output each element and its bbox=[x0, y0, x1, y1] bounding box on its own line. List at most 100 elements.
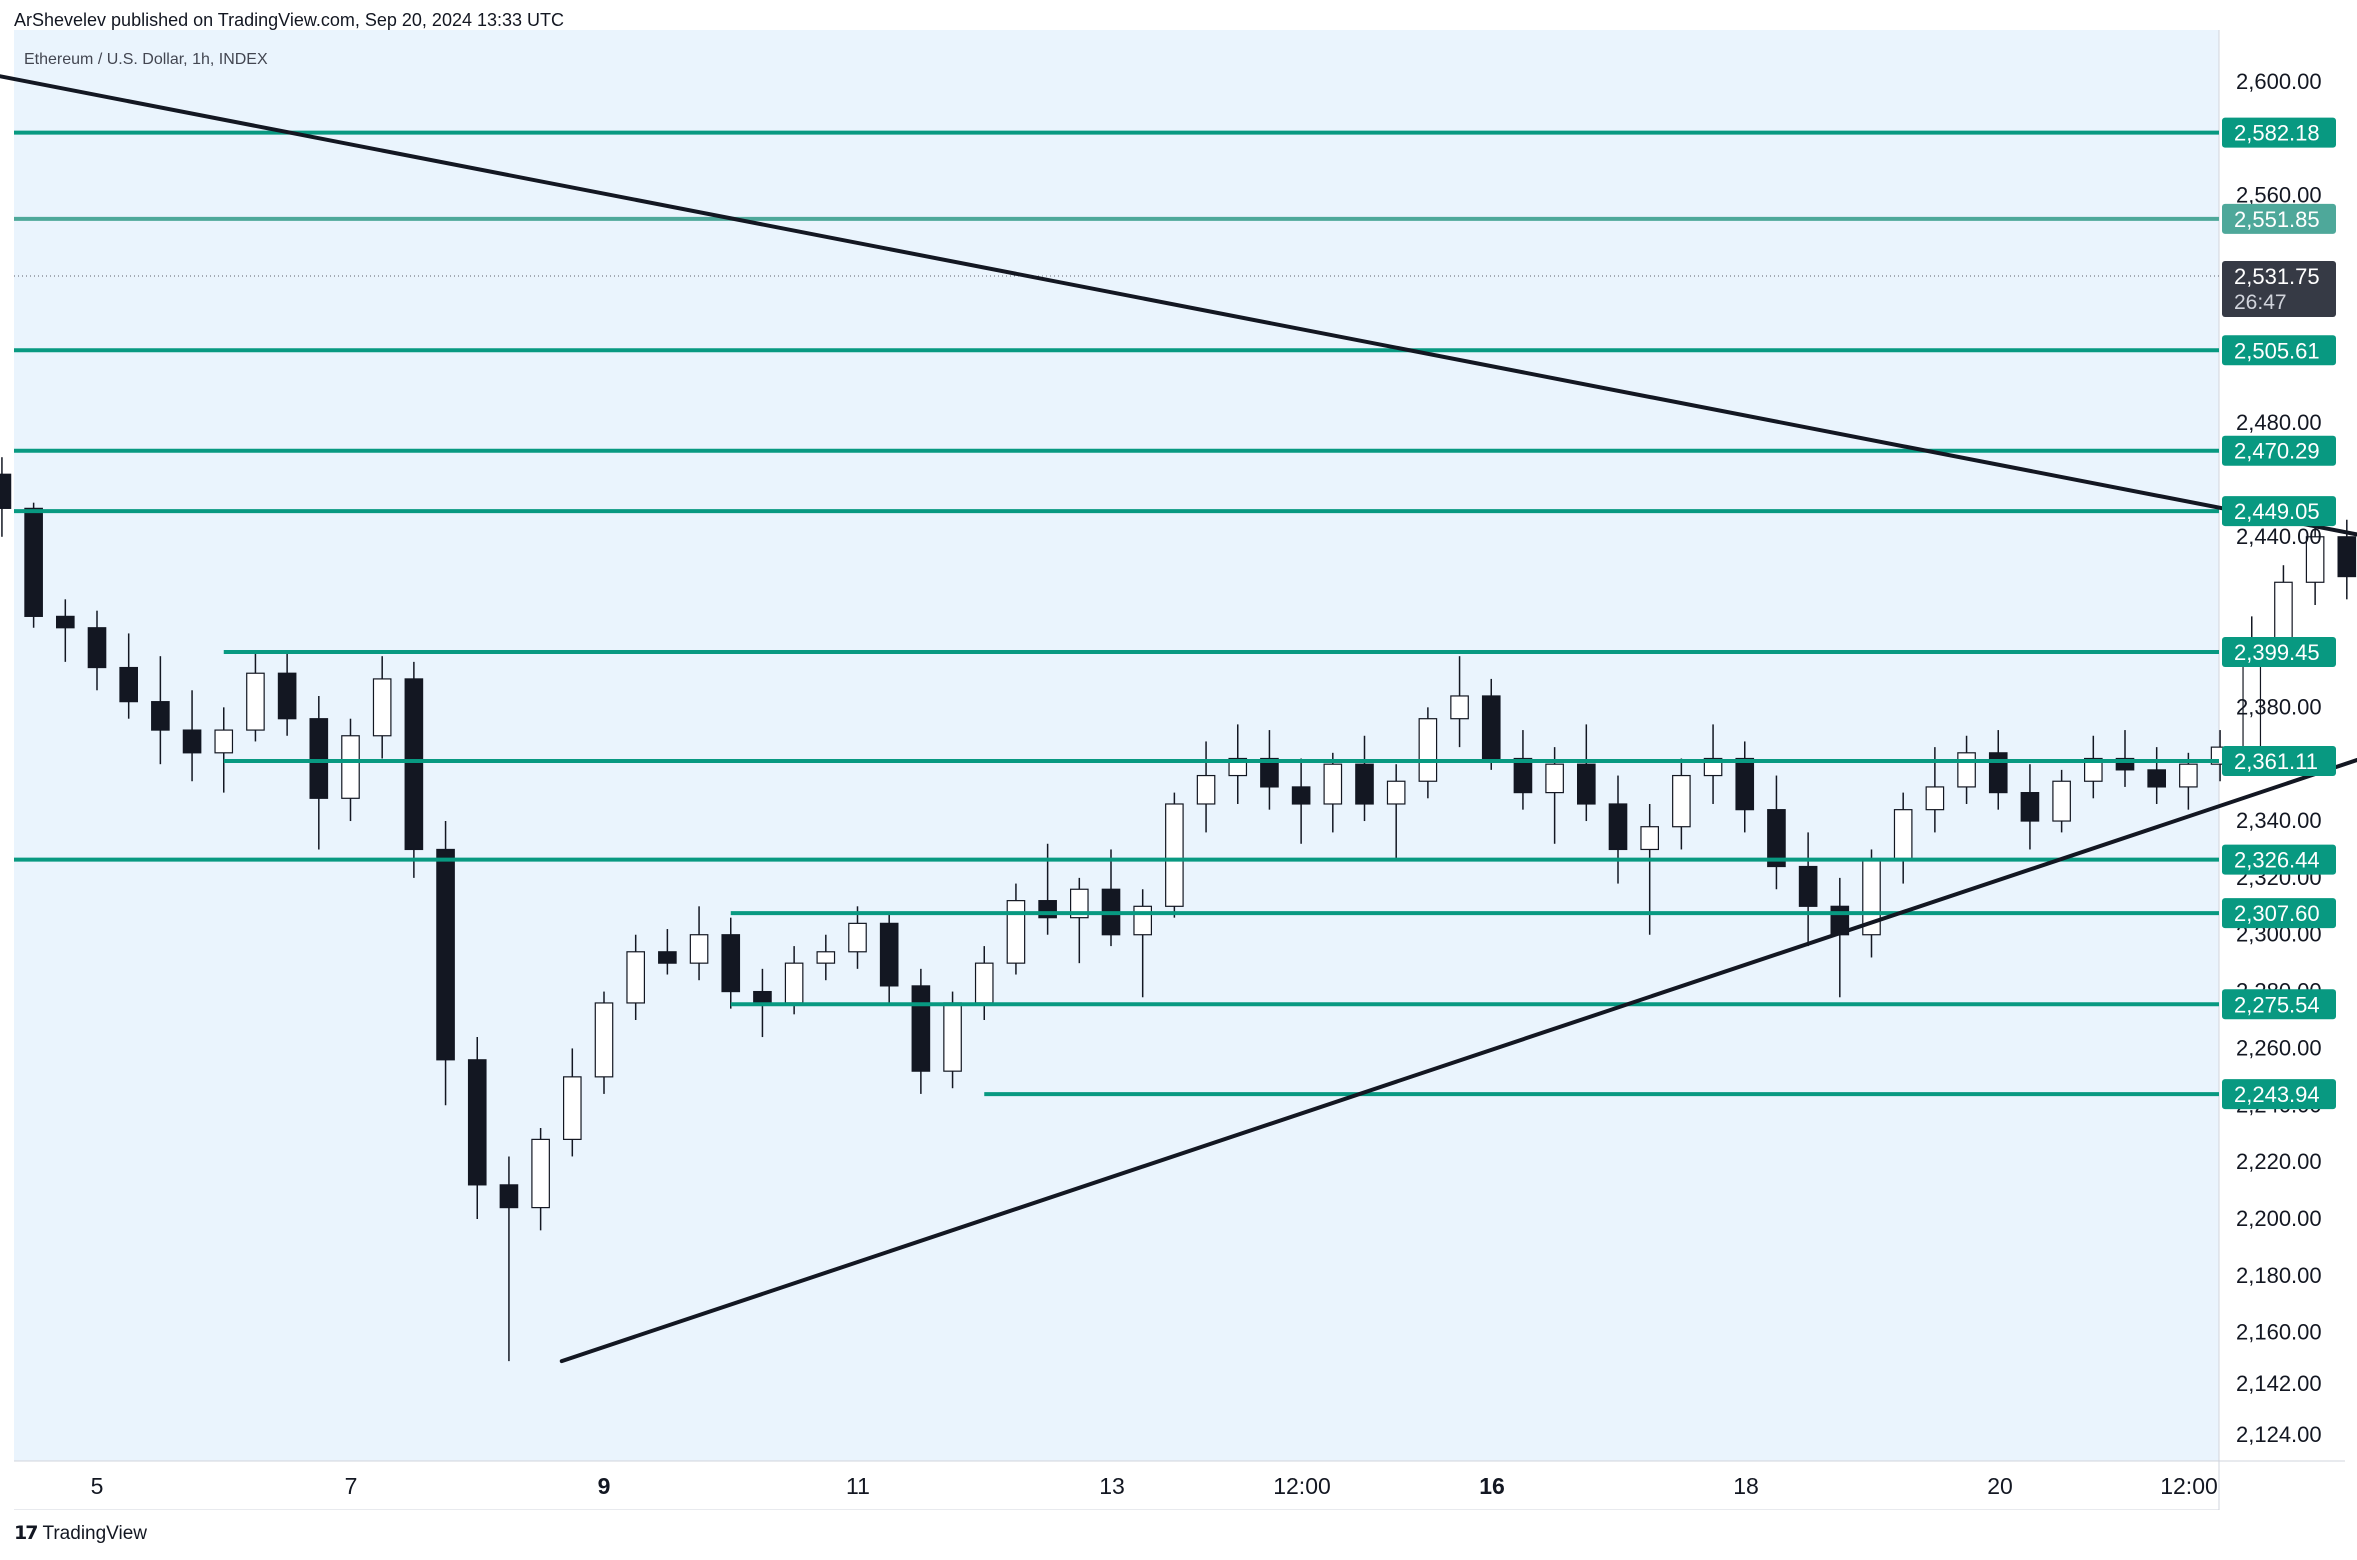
level-price-tag[interactable]: 2,243.94 bbox=[2222, 1079, 2336, 1110]
current-price-tag-bg bbox=[2222, 260, 2336, 317]
candle bbox=[1006, 883, 1026, 975]
level-tag-text: 2,361.11 bbox=[2234, 749, 2318, 774]
candle bbox=[119, 633, 139, 719]
candle-body bbox=[182, 729, 202, 754]
candle bbox=[626, 934, 646, 1021]
x-tick-label: 7 bbox=[345, 1473, 358, 1499]
trendline-descending-resistance[interactable] bbox=[0, 48, 2357, 810]
candle bbox=[277, 650, 297, 736]
level-price-tag[interactable]: 2,361.11 bbox=[2222, 746, 2336, 777]
tradingview-logo-icon: 𝟭𝟳 bbox=[14, 1523, 38, 1544]
candle bbox=[531, 1128, 550, 1231]
candle bbox=[1323, 752, 1343, 833]
level-tag-text: 2,551.85 bbox=[2234, 207, 2320, 232]
candle-body bbox=[246, 672, 265, 731]
level-price-tag[interactable]: 2,449.05 bbox=[2222, 496, 2336, 527]
level-tag-text: 2,449.05 bbox=[2234, 499, 2320, 524]
level-tag-text: 2,582.18 bbox=[2234, 121, 2320, 146]
candle-body bbox=[404, 678, 424, 851]
candle-body bbox=[55, 615, 75, 629]
candle bbox=[341, 718, 360, 822]
y-tick-label: 2,160.00 bbox=[2236, 1320, 2322, 1345]
price-chart[interactable]: Ethereum / U.S. Dollar, 1h, INDEX 2,600.… bbox=[0, 0, 2357, 1510]
level-tag-text: 2,399.45 bbox=[2234, 640, 2320, 665]
candle-body bbox=[753, 990, 772, 1004]
y-tick-label: 2,340.00 bbox=[2236, 808, 2322, 833]
x-tick-label: 18 bbox=[1733, 1473, 1759, 1499]
candle-body bbox=[531, 1138, 550, 1209]
level-price-tag[interactable]: 2,582.18 bbox=[2222, 117, 2336, 148]
candle bbox=[2052, 769, 2071, 833]
candle-body bbox=[1418, 718, 1438, 782]
y-tick-label: 2,260.00 bbox=[2236, 1035, 2322, 1060]
candle-body bbox=[1672, 774, 1691, 828]
candle-body bbox=[372, 678, 392, 737]
candle-body bbox=[911, 985, 931, 1072]
level-tag-bg bbox=[2222, 117, 2336, 148]
candle bbox=[658, 929, 677, 975]
candle bbox=[372, 656, 392, 759]
level-tag-bg bbox=[2222, 844, 2336, 875]
candle-body bbox=[151, 701, 170, 731]
candle bbox=[911, 968, 931, 1094]
tradingview-logo[interactable]: 𝟭𝟳 TradingView bbox=[14, 1522, 147, 1545]
candle bbox=[1355, 735, 1374, 822]
candle-body bbox=[689, 934, 709, 964]
candle-body bbox=[1069, 888, 1089, 919]
level-tag-text: 2,275.54 bbox=[2234, 992, 2320, 1017]
candle-body bbox=[1006, 900, 1026, 964]
level-tag-bg bbox=[2222, 746, 2336, 777]
level-price-tag[interactable]: 2,505.61 bbox=[2222, 335, 2336, 366]
candle bbox=[2020, 764, 2040, 850]
symbol-label: Ethereum / U.S. Dollar, 1h, INDEX bbox=[24, 51, 268, 68]
x-tick-label: 13 bbox=[1099, 1473, 1125, 1499]
candle bbox=[151, 656, 170, 765]
candle-body bbox=[1260, 757, 1279, 788]
level-tag-bg bbox=[2222, 989, 2336, 1020]
candle-body bbox=[1355, 763, 1374, 805]
trendline-ascending-support[interactable] bbox=[559, 753, 2357, 1364]
candle bbox=[562, 1048, 582, 1157]
candle bbox=[1165, 792, 1184, 918]
price-axis[interactable]: 2,600.00 2,560.00 2,480.00 2,440.00 2,380.00… bbox=[2222, 69, 2336, 1447]
current-price-value: 2,531.75 bbox=[2234, 264, 2320, 289]
candle bbox=[24, 502, 43, 628]
candle bbox=[816, 934, 836, 981]
candle bbox=[309, 695, 329, 850]
candle bbox=[1418, 707, 1438, 799]
candle-body bbox=[1323, 763, 1343, 805]
candle-body bbox=[1513, 757, 1533, 794]
level-price-tag[interactable]: 2,275.54 bbox=[2222, 989, 2336, 1020]
candle-body bbox=[562, 1076, 582, 1140]
candle-body bbox=[436, 848, 455, 1061]
candle bbox=[2115, 730, 2135, 787]
candle-body bbox=[2337, 536, 2357, 578]
level-price-tag[interactable]: 2,326.44 bbox=[2222, 844, 2336, 875]
candle-body bbox=[816, 951, 836, 964]
candle-body bbox=[2052, 780, 2071, 822]
candle-body bbox=[2179, 763, 2198, 788]
level-price-tag[interactable]: 2,307.60 bbox=[2222, 898, 2336, 929]
time-axis[interactable]: 5 7 9 11 13 12:00 16 18 20 12:00 bbox=[91, 1473, 2218, 1499]
candle bbox=[1481, 678, 1501, 770]
x-tick-label: 11 bbox=[846, 1473, 870, 1499]
x-tick-label: 12:00 bbox=[2160, 1473, 2218, 1499]
candle bbox=[1672, 758, 1691, 850]
candle-body bbox=[0, 473, 12, 509]
candle bbox=[689, 906, 709, 981]
y-tick-label: 2,480.00 bbox=[2236, 410, 2322, 435]
level-price-tag[interactable]: 2,399.45 bbox=[2222, 637, 2336, 668]
level-tag-text: 2,307.60 bbox=[2234, 901, 2320, 926]
brand-name: TradingView bbox=[42, 1522, 148, 1544]
level-tag-bg bbox=[2222, 435, 2336, 466]
candle-body bbox=[2020, 792, 2040, 822]
bar-countdown: 26:47 bbox=[2234, 291, 2287, 314]
level-price-tag[interactable]: 2,551.85 bbox=[2222, 203, 2336, 234]
candle bbox=[499, 1156, 519, 1362]
level-price-tag[interactable]: 2,470.29 bbox=[2222, 435, 2336, 466]
candle-body bbox=[1640, 826, 1660, 851]
x-tick-label: 5 bbox=[91, 1473, 104, 1499]
candle-body bbox=[1576, 763, 1596, 805]
x-tick-label: 16 bbox=[1479, 1473, 1505, 1499]
